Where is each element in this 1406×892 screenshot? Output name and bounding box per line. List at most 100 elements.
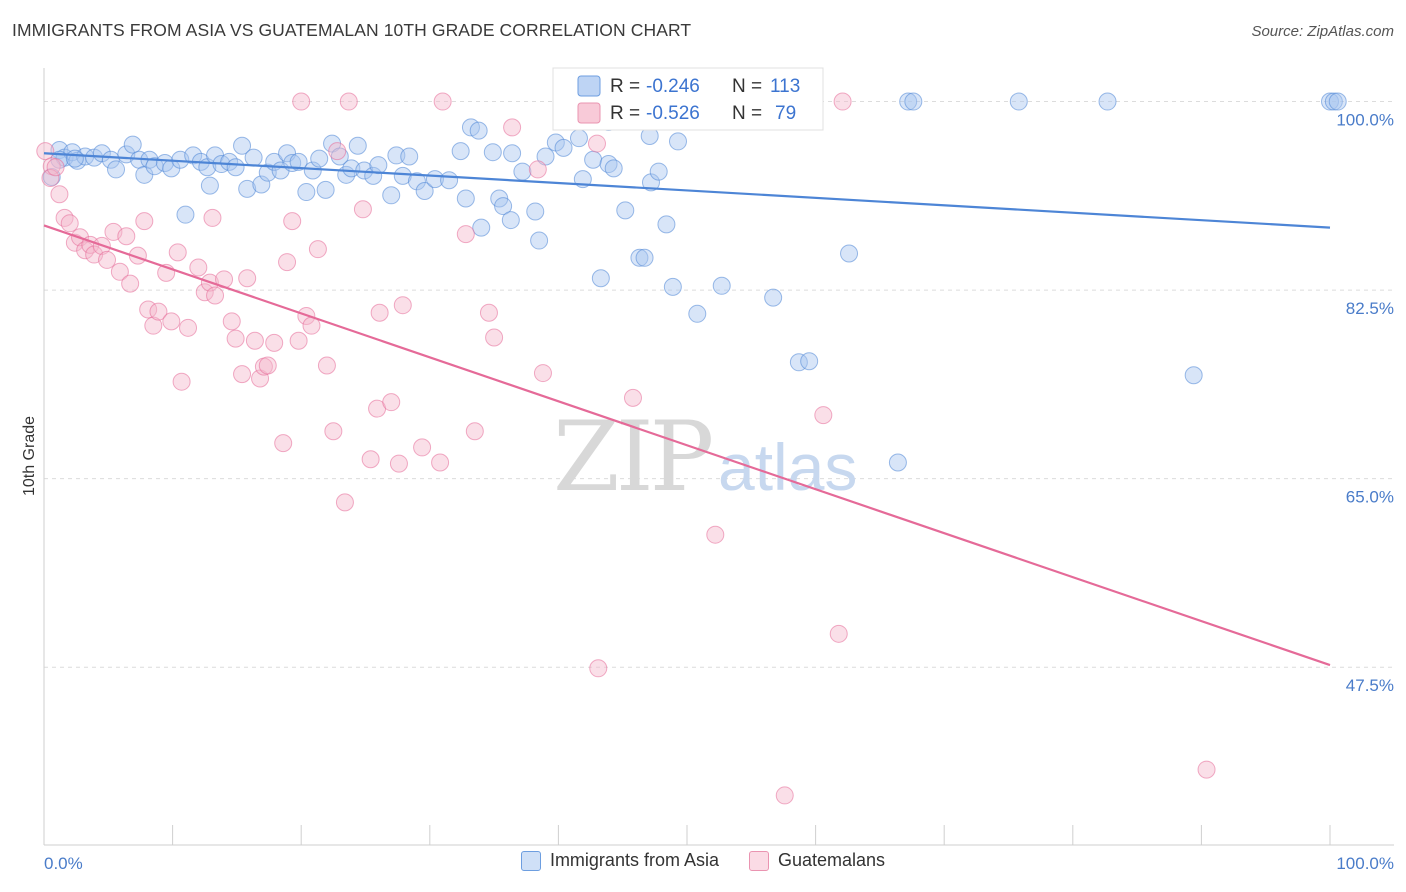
data-point <box>278 253 297 272</box>
data-point <box>528 160 547 179</box>
data-point <box>238 269 257 288</box>
y-axis-title: 10th Grade <box>21 416 38 496</box>
data-point <box>589 659 608 678</box>
data-point <box>431 453 450 472</box>
data-point <box>324 422 343 441</box>
source-label: Source: ZipAtlas.com <box>1251 23 1394 40</box>
data-point <box>472 218 491 237</box>
data-point <box>706 525 725 544</box>
data-point <box>389 454 408 473</box>
data-point <box>121 274 140 293</box>
chart-title: IMMIGRANTS FROM ASIA VS GUATEMALAN 10TH … <box>12 20 692 40</box>
data-point <box>289 331 308 350</box>
data-point <box>369 156 388 175</box>
data-point <box>226 158 245 177</box>
data-point <box>415 181 434 200</box>
data-point <box>382 186 401 205</box>
legend-n-label-asia: N = <box>732 76 762 97</box>
data-point <box>36 142 55 161</box>
data-point <box>513 162 532 181</box>
data-point <box>904 92 923 111</box>
data-point <box>65 149 84 168</box>
data-point <box>76 241 95 260</box>
series-legend: Immigrants from Asia Guatemalans <box>0 850 1406 871</box>
data-point <box>303 161 322 180</box>
legend-label: Guatemalans <box>777 850 886 870</box>
y-tick-label: 65.0% <box>1346 488 1394 507</box>
data-point <box>189 258 208 277</box>
data-point <box>899 92 918 111</box>
data-point <box>265 333 284 352</box>
legend-n-label-guatemalan: N = <box>732 103 762 124</box>
watermark-zip: ZIP <box>553 401 712 513</box>
data-point <box>494 197 513 216</box>
axes <box>43 68 1394 846</box>
y-tick-label: 82.5% <box>1346 299 1394 318</box>
data-point <box>310 149 329 168</box>
data-point <box>195 283 214 302</box>
legend-item-guatemalans[interactable]: Guatemalans <box>748 850 886 871</box>
legend-r-value-guatemalan: -0.526 <box>646 103 700 124</box>
data-point <box>483 143 502 162</box>
data-point <box>172 372 191 391</box>
trend-line <box>43 152 1331 229</box>
data-point <box>317 356 336 375</box>
data-point <box>591 269 610 288</box>
data-point <box>50 185 69 204</box>
legend-r-label-asia: R = <box>610 76 640 97</box>
trend-lines <box>43 152 1331 667</box>
data-point <box>569 129 588 148</box>
data-point <box>456 189 475 208</box>
data-point <box>393 166 412 185</box>
data-point <box>503 144 522 163</box>
data-point <box>663 277 682 296</box>
data-point <box>206 286 225 305</box>
data-point <box>501 211 520 230</box>
y-tick-label: 100.0% <box>1336 111 1394 130</box>
x-tick-label-max: 100.0% <box>1336 854 1394 873</box>
data-point <box>353 200 372 219</box>
data-point <box>55 208 74 227</box>
data-point <box>469 121 488 140</box>
data-point <box>635 248 654 267</box>
data-point <box>530 231 549 250</box>
data-point <box>1098 92 1117 111</box>
data-point <box>456 225 475 244</box>
y-tick-label: 47.5% <box>1346 676 1394 695</box>
data-point <box>1328 92 1347 111</box>
data-point <box>328 142 347 161</box>
data-point <box>233 136 252 155</box>
x-ticks <box>43 825 1331 845</box>
data-point <box>800 352 819 371</box>
data-point <box>587 134 606 153</box>
data-point <box>98 250 117 269</box>
data-point <box>688 304 707 323</box>
data-point <box>297 183 316 202</box>
data-point <box>107 160 126 179</box>
data-point <box>252 175 271 194</box>
data-point <box>775 786 794 805</box>
data-point <box>465 422 484 441</box>
data-point <box>60 214 79 233</box>
data-point <box>503 118 522 137</box>
data-point <box>526 202 545 221</box>
data-point <box>1184 366 1203 385</box>
x-tick-label-min: 0.0% <box>44 854 83 873</box>
legend-swatch-asia <box>577 75 601 97</box>
data-point <box>149 302 168 321</box>
trend-line <box>43 224 1331 667</box>
data-point <box>168 243 187 262</box>
legend-swatch <box>520 850 541 871</box>
legend-r-value-asia: -0.246 <box>646 76 700 97</box>
data-point <box>238 179 257 198</box>
data-point <box>433 92 452 111</box>
data-point <box>479 303 498 322</box>
data-point <box>584 150 603 169</box>
data-point <box>649 162 668 181</box>
legend-item-asia[interactable]: Immigrants from Asia <box>520 850 719 871</box>
data-point <box>316 180 335 199</box>
legend-n-value-guatemalan: 79 <box>775 103 796 124</box>
data-point <box>833 92 852 111</box>
data-point <box>184 146 203 165</box>
data-point <box>554 138 573 157</box>
